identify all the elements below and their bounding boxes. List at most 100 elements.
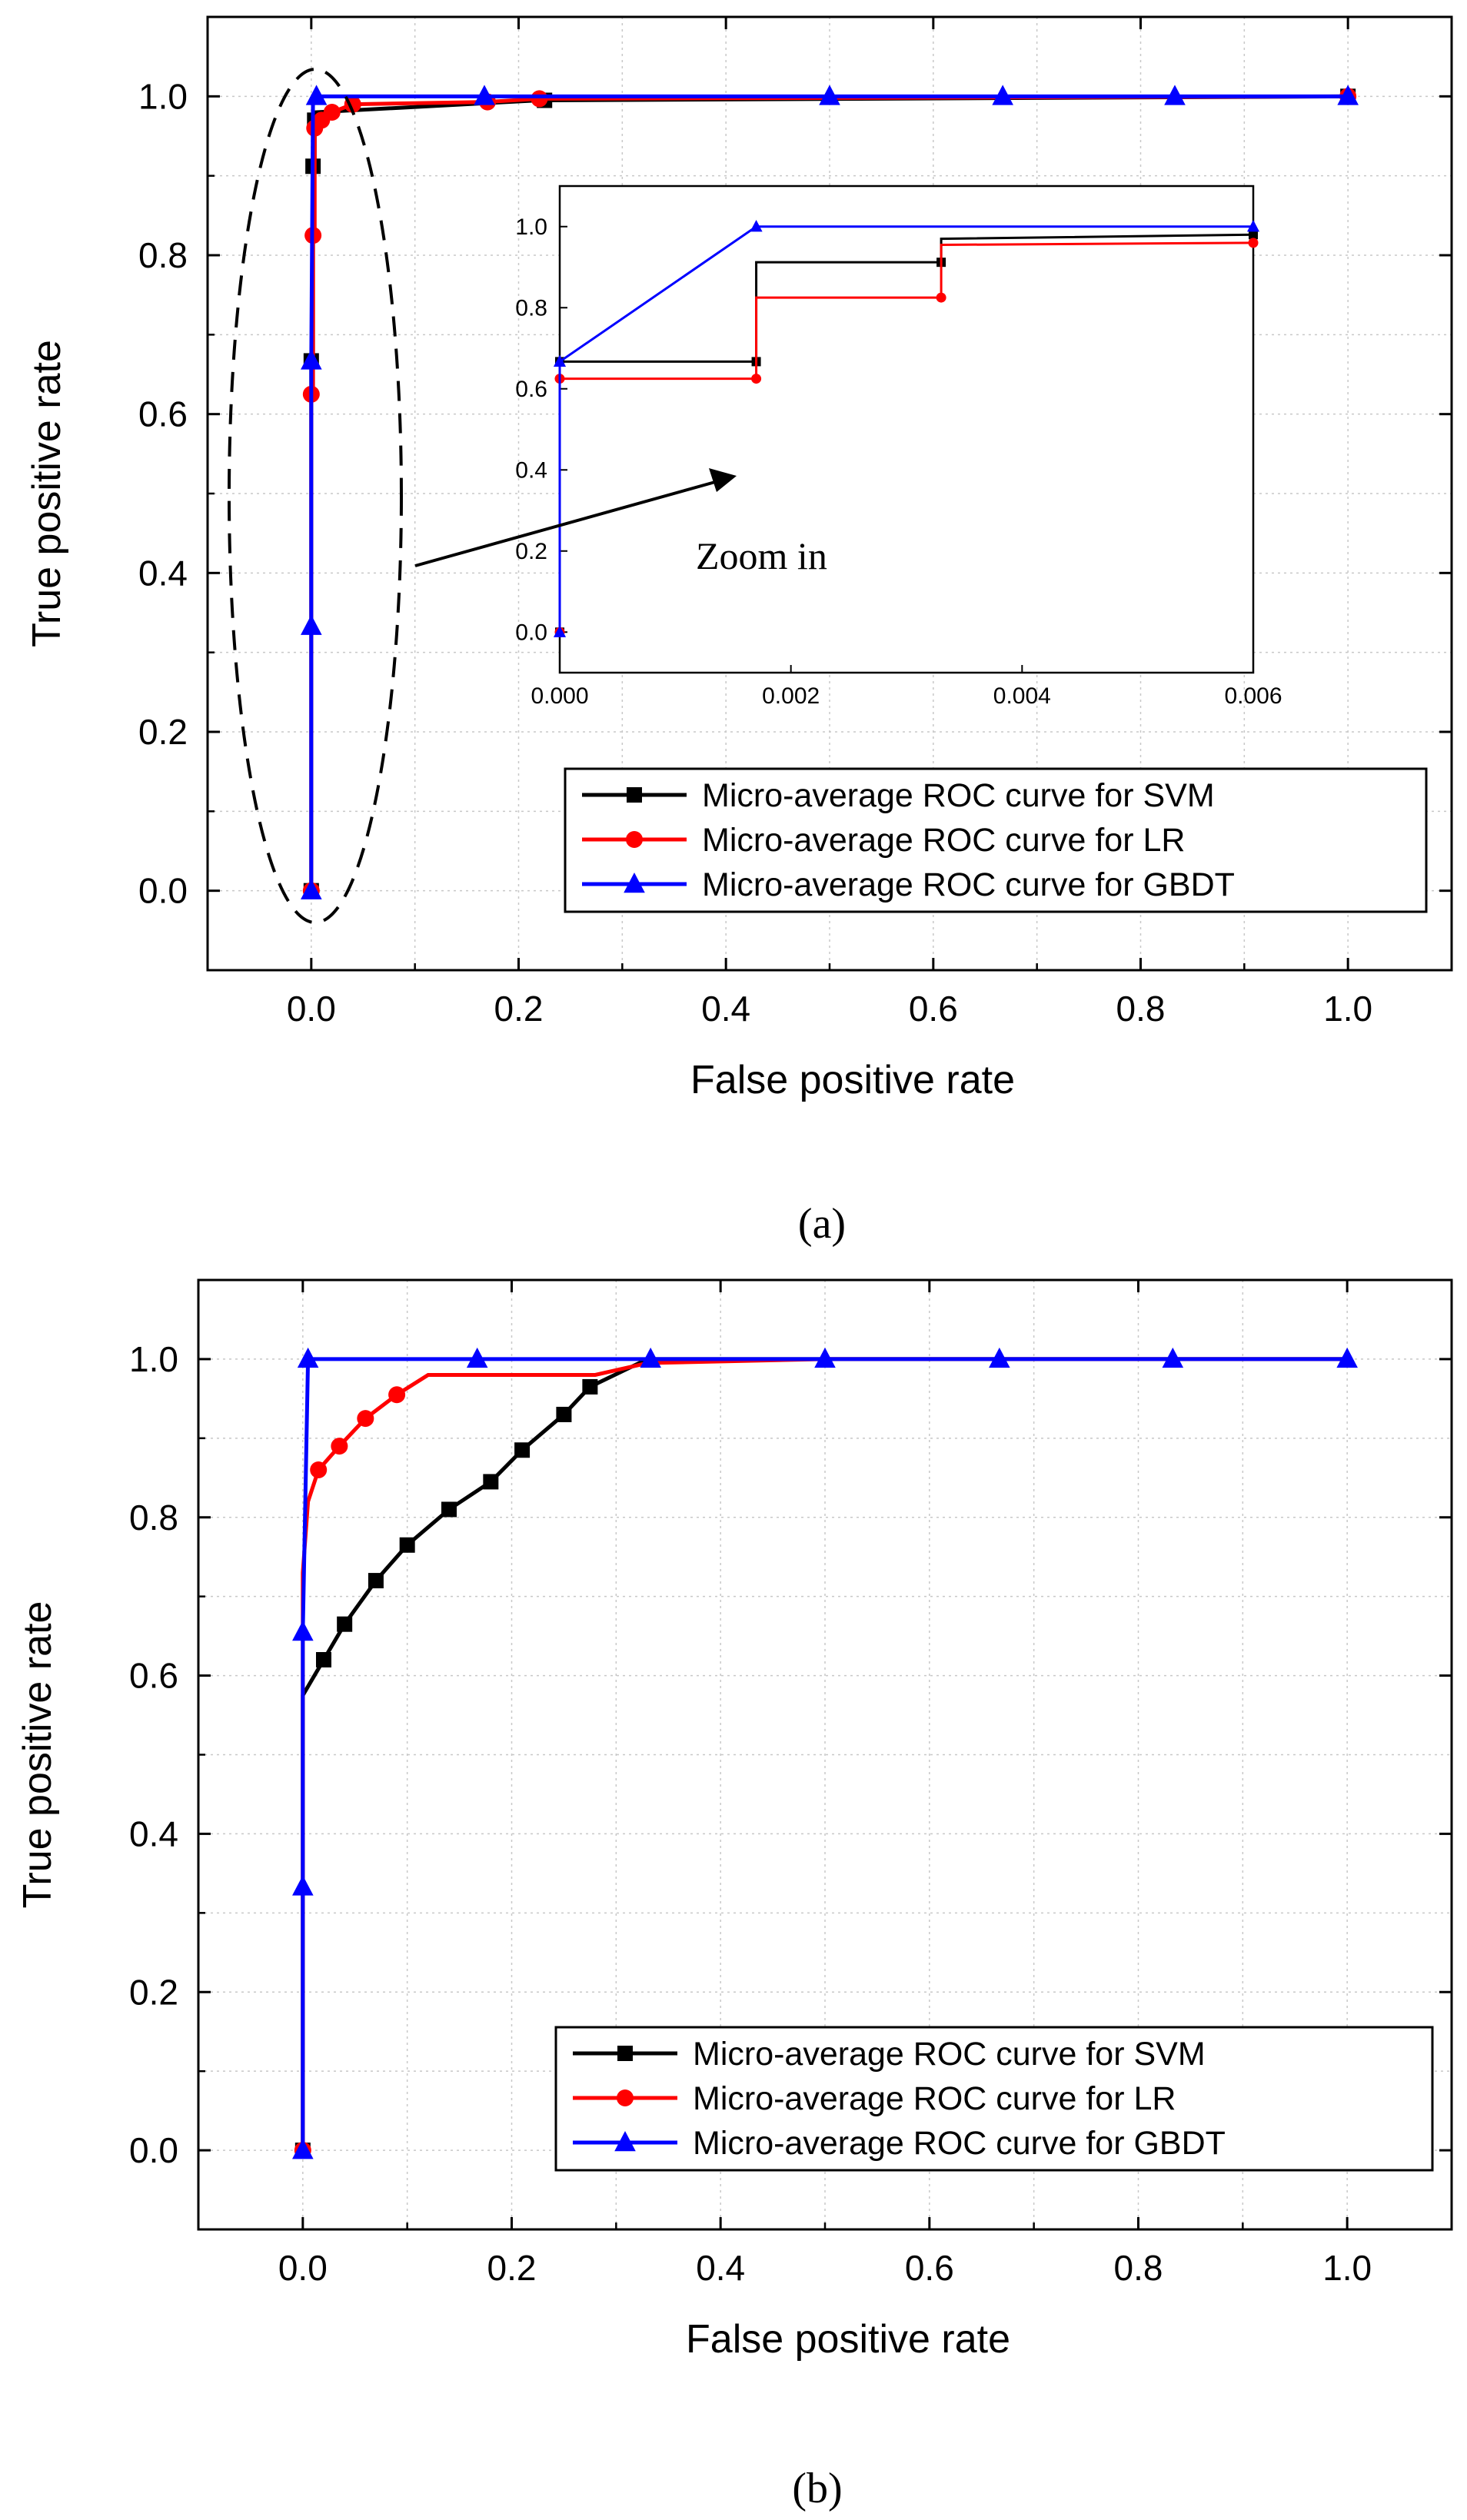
zoom-arrow bbox=[414, 480, 716, 567]
panel-a-x-tick-label: 0.8 bbox=[1116, 989, 1166, 1029]
panel-b-legend-item: Micro-average ROC curve for SVM bbox=[573, 2036, 1206, 2073]
inset-y-tick-label: 1.0 bbox=[515, 214, 547, 240]
panel-a-x-tick-label: 0.6 bbox=[909, 989, 958, 1029]
inset-data-point bbox=[750, 220, 763, 232]
inset-x-tick-label: 0.004 bbox=[993, 683, 1051, 709]
panel-b-panel-label: (b) bbox=[792, 2465, 842, 2512]
panel-a-data-point bbox=[301, 349, 322, 370]
panel-a-data-point bbox=[819, 85, 840, 105]
panel-a-x-tick-label: 0.4 bbox=[701, 989, 750, 1029]
panel-b-series-line bbox=[301, 1357, 1348, 2151]
panel-b-data-point bbox=[292, 1620, 314, 1641]
panel-a-legend-box bbox=[564, 767, 1428, 913]
panel-a-data-point bbox=[1337, 85, 1359, 105]
panel-a-data-point bbox=[474, 85, 495, 105]
panel-b-x-tick-label: 0.2 bbox=[487, 2248, 537, 2288]
panel-b-legend-item: Micro-average ROC curve for GBDT bbox=[573, 2125, 1226, 2162]
panel-b-legend-box bbox=[554, 2026, 1434, 2172]
panel-a-data-point bbox=[305, 85, 328, 105]
panel-b-data-point bbox=[989, 1347, 1010, 1368]
inset-x-tick-label: 0.006 bbox=[1224, 683, 1282, 709]
panel-b-data-point bbox=[331, 1438, 348, 1455]
panel-a-data-point bbox=[531, 90, 548, 108]
panel-a-data-point bbox=[1164, 85, 1186, 105]
panel-b-data-point bbox=[582, 1378, 598, 1395]
panel-a-legend-marker bbox=[624, 873, 645, 893]
panel-b-x-axis-title: False positive rate bbox=[686, 2317, 1010, 2362]
panel-a-panel-label: (a) bbox=[798, 1200, 846, 1248]
panel-a-x-tick-label: 0.0 bbox=[287, 989, 336, 1029]
panel-a-y-tick-label: 0.6 bbox=[138, 394, 188, 434]
panel-a-y-tick-label: 0.0 bbox=[138, 871, 188, 911]
panel-a-data-point bbox=[323, 104, 341, 121]
panel-b-data-point bbox=[441, 1501, 457, 1518]
panel-b-x-tick-label: 0.4 bbox=[696, 2248, 745, 2288]
panel-b-legend: Micro-average ROC curve for SVM Micro-ave… bbox=[554, 2026, 1434, 2172]
panel-b-data-point bbox=[556, 1406, 572, 1422]
inset-x-tick-label: 0.002 bbox=[762, 683, 820, 709]
panel-b-data-point bbox=[310, 1461, 328, 1478]
panel-a-y-tick-label: 0.4 bbox=[138, 553, 188, 593]
inset-x-tick-label: 0.000 bbox=[531, 683, 588, 709]
panel-b-data-point bbox=[514, 1442, 531, 1458]
panel-b-x-tick-label: 0.0 bbox=[278, 2248, 328, 2288]
panel-b-y-tick-label: 0.0 bbox=[129, 2130, 178, 2170]
panel-b-x-tick-label: 0.8 bbox=[1114, 2248, 1163, 2288]
panel-b-data-point bbox=[388, 1386, 406, 1404]
panel-a-data-point bbox=[992, 85, 1013, 105]
inset-series-line bbox=[558, 225, 1253, 633]
panel-a-y-tick-label: 0.8 bbox=[138, 235, 188, 275]
panel-b-legend-marker bbox=[617, 2089, 634, 2106]
panel-a-data-point bbox=[301, 879, 322, 899]
panel-b-data-point bbox=[1336, 1347, 1358, 1368]
panel-b-data-point bbox=[357, 1410, 374, 1428]
panel-b-data-point bbox=[483, 1474, 499, 1490]
panel-b-data-point bbox=[466, 1347, 488, 1368]
panel-b-x-tick-label: 1.0 bbox=[1322, 2248, 1372, 2288]
panel-b-legend-item: Micro-average ROC curve for LR bbox=[573, 2080, 1176, 2117]
panel-a-legend-marker bbox=[627, 787, 642, 803]
panel-b-data-point bbox=[1162, 1347, 1184, 1368]
panel-b-legend-marker bbox=[614, 2131, 636, 2152]
panel-a-legend-label: Micro-average ROC curve for GBDT bbox=[702, 866, 1235, 903]
panel-a-legend-item: Micro-average ROC curve for GBDT bbox=[582, 866, 1235, 903]
inset-y-tick-label: 0.6 bbox=[515, 377, 547, 402]
panel-a-x-tick-label: 1.0 bbox=[1323, 989, 1372, 1029]
inset-y-tick-label: 0.8 bbox=[515, 295, 547, 321]
panel-b-data-point bbox=[814, 1347, 836, 1368]
panel-b-y-tick-label: 0.6 bbox=[129, 1656, 178, 1696]
panel-b-legend-label: Micro-average ROC curve for GBDT bbox=[693, 2125, 1226, 2162]
panel-b-ticks: 0.0 0.2 0.4 0.6 0.8 1.0 0.0 0.2 0.4 0.6 0.8 1.0 bbox=[129, 1280, 1452, 2288]
panel-b-y-tick-label: 0.4 bbox=[129, 1814, 178, 1853]
panel-a-y-axis-title: True positive rate bbox=[25, 340, 69, 647]
panel-b-data-point bbox=[337, 1616, 353, 1632]
panel-a-legend-label: Micro-average ROC curve for LR bbox=[702, 822, 1185, 859]
inset-data-point bbox=[1248, 238, 1259, 248]
inset-y-tick-label: 0.0 bbox=[515, 620, 547, 645]
zoom-in-annotation: Zoom in bbox=[696, 534, 827, 577]
panel-b-data-point bbox=[292, 2139, 314, 2159]
panel-b-y-tick-label: 0.2 bbox=[129, 1972, 178, 2012]
panel-b-legend-marker bbox=[617, 2046, 633, 2061]
panel-a-x-axis-title: False positive rate bbox=[690, 1058, 1015, 1102]
panel-a-series-line bbox=[309, 94, 1349, 891]
panel-b: 0.0 0.2 0.4 0.6 0.8 1.0 0.0 0.2 0.4 0.6 0.8 1.0 Fals… bbox=[15, 1278, 1453, 2512]
highlight-ellipse bbox=[228, 68, 403, 924]
panel-a-legend: Micro-average ROC curve for SVM Micro-ave… bbox=[564, 767, 1428, 913]
zoom-arrow-head bbox=[709, 468, 737, 492]
panel-b-data-point bbox=[297, 1347, 319, 1368]
inset-data-point bbox=[553, 354, 567, 367]
inset-data-point bbox=[553, 625, 567, 637]
panel-a-legend-label: Micro-average ROC curve for SVM bbox=[702, 777, 1215, 814]
panel-a-y-tick-label: 1.0 bbox=[138, 76, 188, 116]
inset-data-point bbox=[1246, 220, 1260, 232]
panel-b-data-point bbox=[640, 1347, 661, 1368]
panel-a-legend-item: Micro-average ROC curve for SVM bbox=[582, 777, 1215, 814]
panel-a-ticks: 0.0 0.2 0.4 0.6 0.8 1.0 0.0 0.2 0.4 0.6 0.8 1.0 bbox=[138, 17, 1452, 1029]
inset-y-tick-label: 0.4 bbox=[515, 457, 547, 483]
inset-data-point bbox=[1249, 230, 1258, 240]
inset-data-point bbox=[751, 374, 762, 384]
panel-a-legend-item: Micro-average ROC curve for LR bbox=[582, 822, 1185, 859]
panel-b-y-tick-label: 0.8 bbox=[129, 1498, 178, 1538]
panel-a-data-point bbox=[301, 614, 322, 635]
